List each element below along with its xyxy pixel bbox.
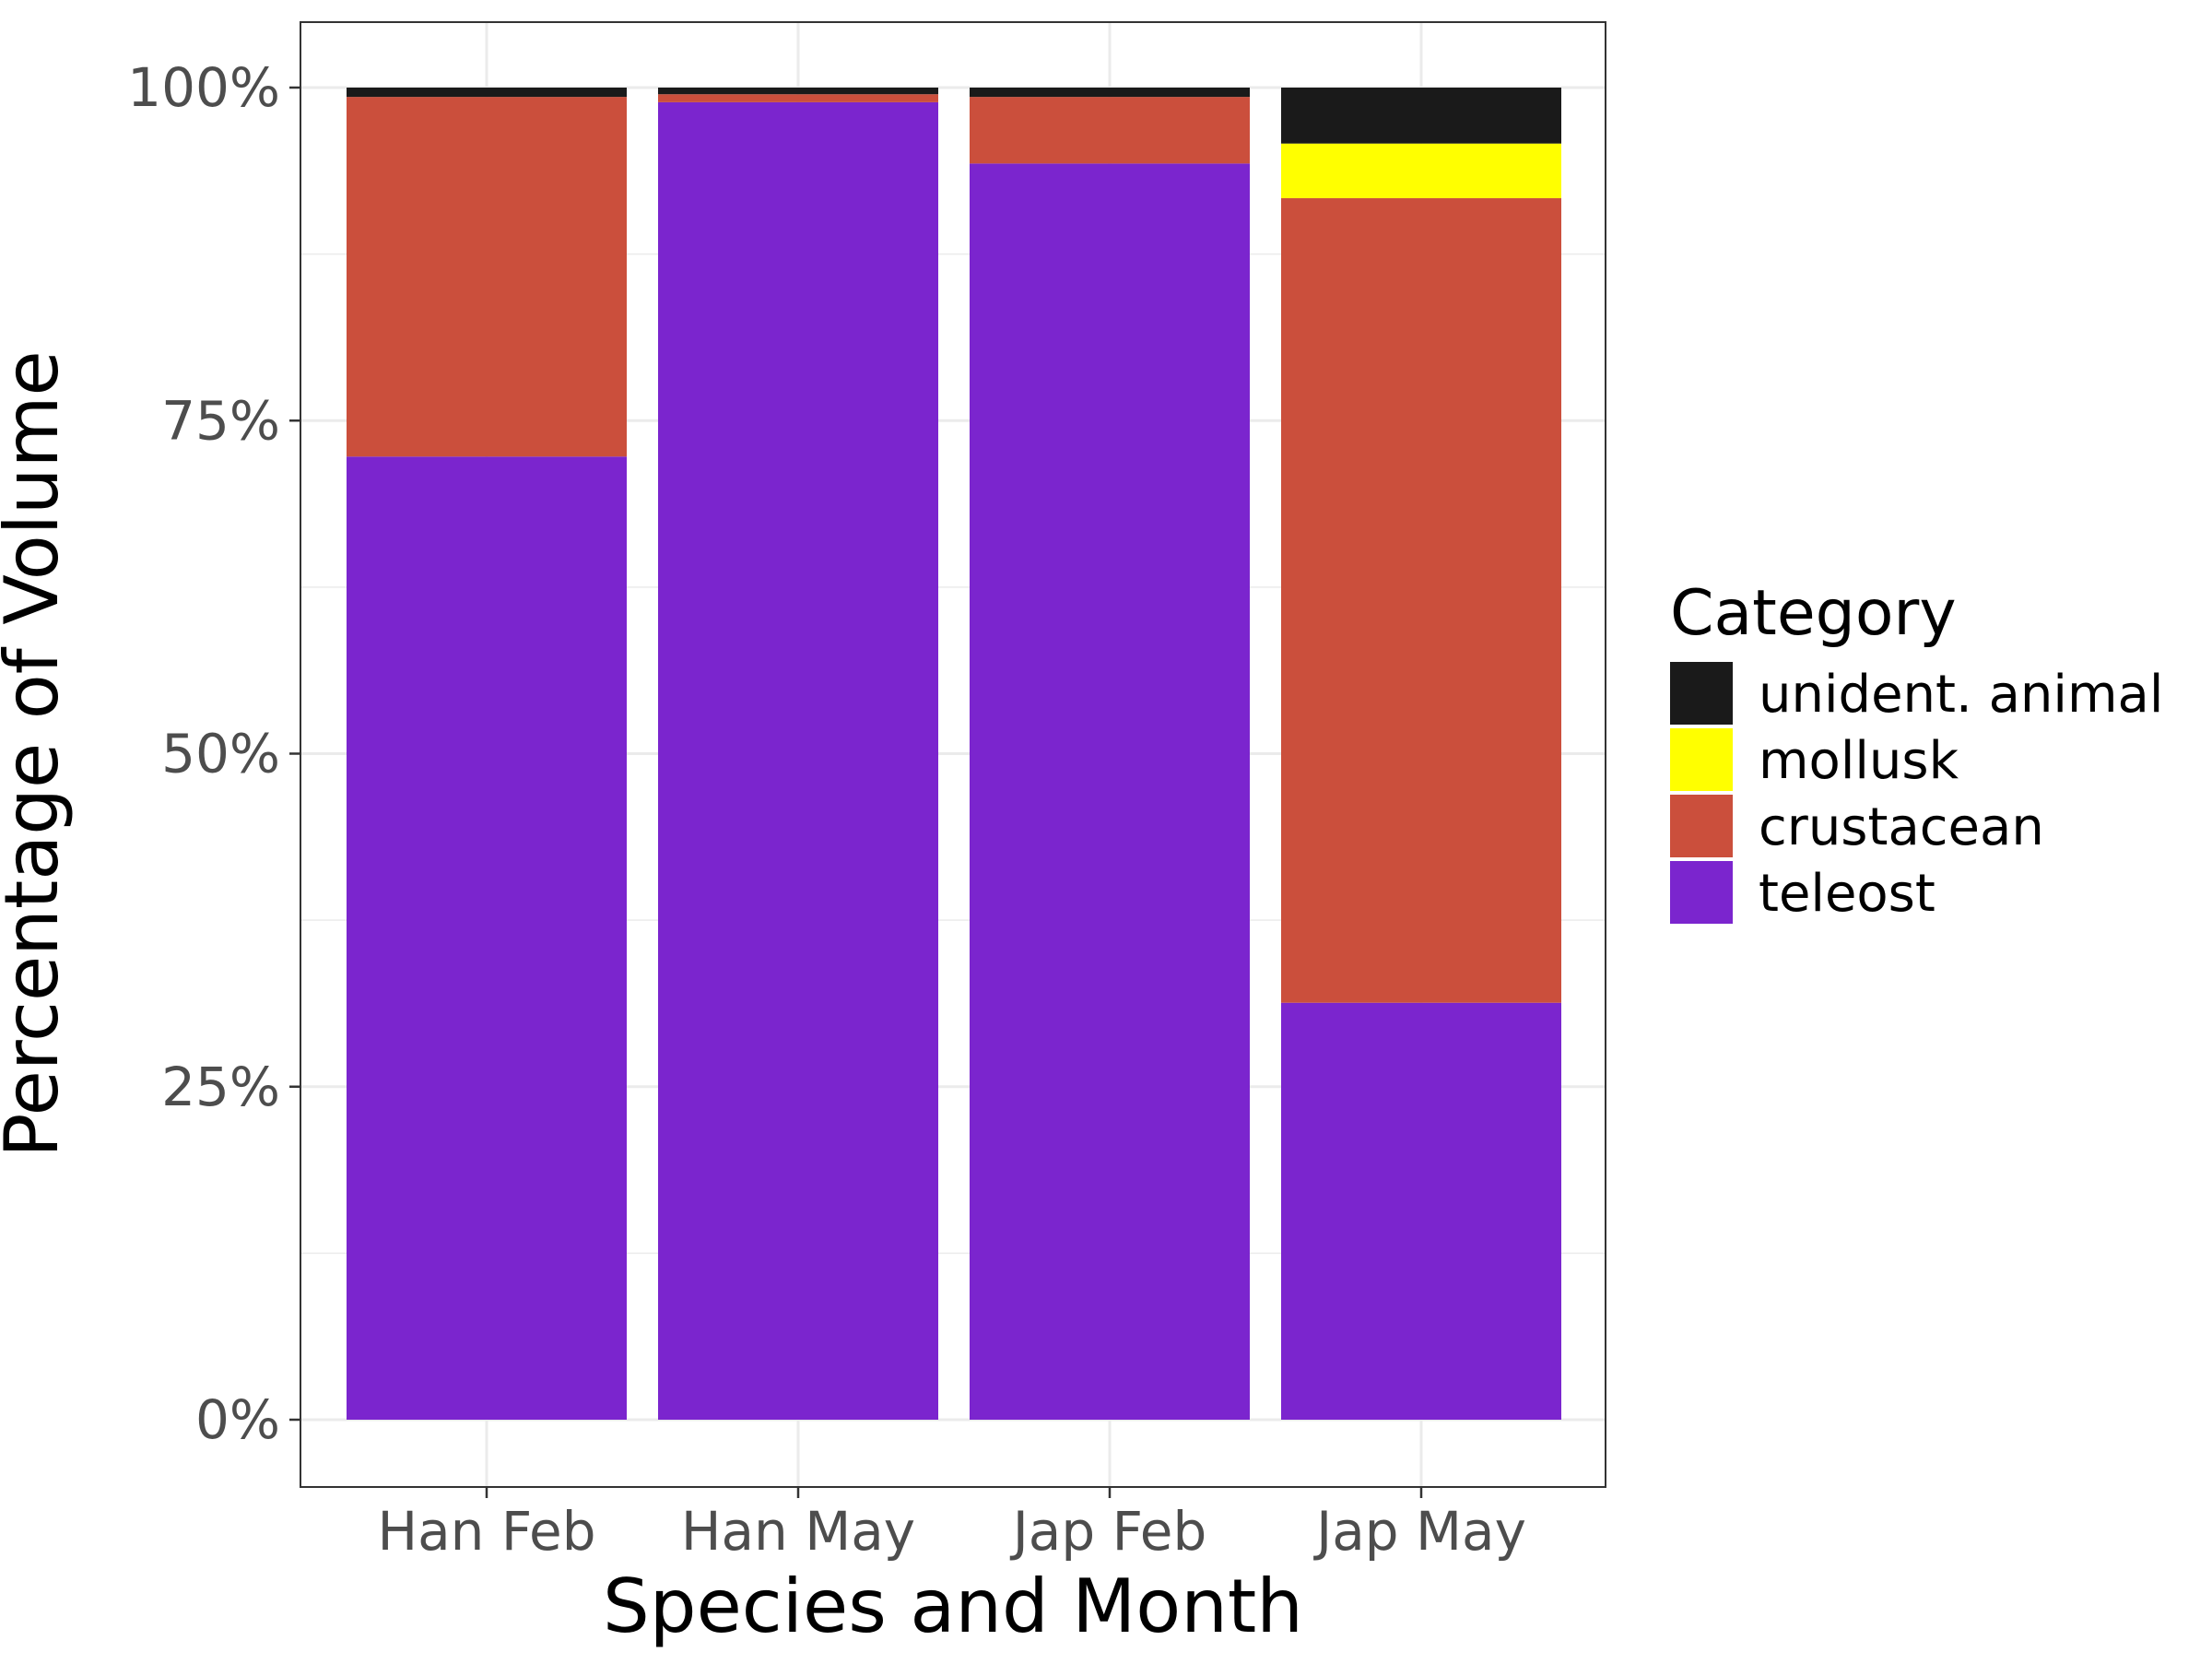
bar-segment-teleost <box>658 101 938 1420</box>
y-tick-label: 50% <box>161 723 280 785</box>
bar-segment-teleost <box>970 163 1250 1421</box>
x-tick-label: Han May <box>681 1500 915 1563</box>
bar-segment-teleost <box>1281 1002 1561 1420</box>
y-tick-label: 25% <box>161 1056 280 1118</box>
y-tick-label: 75% <box>161 389 280 452</box>
legend: Category unident. animalmolluskcrustacea… <box>1670 577 2163 924</box>
bar-segment-crustacean <box>658 94 938 102</box>
bar-segment-crustacean <box>1281 197 1561 1003</box>
bar-segment-unident-animal <box>1281 88 1561 144</box>
bars <box>347 88 1561 1421</box>
legend-key-unident-animal <box>1670 662 1733 725</box>
y-axis-title: Percentage of Volume <box>0 350 75 1158</box>
legend-label: mollusk <box>1759 731 1959 791</box>
legend-label: unident. animal <box>1759 665 2163 725</box>
x-tick-label: Jap May <box>1313 1500 1526 1563</box>
bar-segment-teleost <box>347 456 627 1420</box>
y-tick-label: 100% <box>127 56 280 119</box>
legend-key-teleost <box>1670 861 1733 924</box>
bar-segment-crustacean <box>347 97 627 457</box>
bar-segment-unident-animal <box>347 88 627 98</box>
x-axis-title: Species and Month <box>603 1564 1303 1649</box>
x-tick-label: Han Feb <box>377 1500 595 1563</box>
bar-segment-unident-animal <box>970 88 1250 98</box>
bar-segment-crustacean <box>970 97 1250 164</box>
legend-title: Category <box>1670 577 1957 650</box>
bar-segment-mollusk <box>1281 143 1561 198</box>
y-axis: 0% 25% 50% 75% 100% <box>127 56 300 1451</box>
y-tick-label: 0% <box>195 1388 280 1451</box>
legend-key-crustacean <box>1670 795 1733 857</box>
x-tick-label: Jap Feb <box>1010 1500 1207 1563</box>
x-axis: Han Feb Han May Jap Feb Jap May <box>377 1487 1526 1563</box>
legend-key-mollusk <box>1670 728 1733 791</box>
bar-segment-unident-animal <box>658 88 938 95</box>
legend-label: crustacean <box>1759 797 2044 857</box>
legend-label: teleost <box>1759 864 1936 924</box>
